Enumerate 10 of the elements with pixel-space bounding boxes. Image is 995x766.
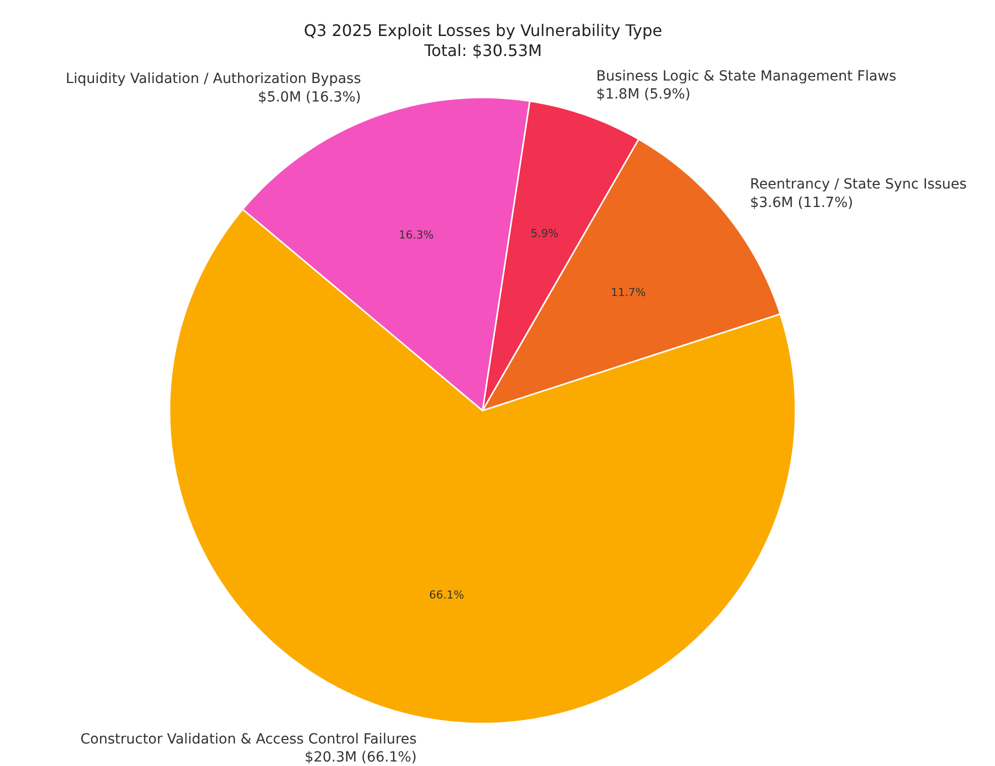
data-label: 11.7% xyxy=(610,286,646,299)
slice-label: Business Logic & State Management Flaws $1.8M (5.9%) xyxy=(596,68,896,103)
data-label: 5.9% xyxy=(530,226,559,240)
slice-label: Reentrancy / State Sync Issues $3.6M (11.7%) xyxy=(750,176,967,211)
data-label: 66.1% xyxy=(429,588,464,602)
chart-subtitle: Total: $30.53M xyxy=(423,41,542,60)
data-label: 16.3% xyxy=(398,228,434,242)
slice-label: Liquidity Validation / Authorization Bypass $5.0M (16.3%) xyxy=(66,71,362,106)
chart-title: Q3 2025 Exploit Losses by Vulnerability Type xyxy=(304,21,662,40)
slice-label: Constructor Validation & Access Control Failures $20.3M (66.1%) xyxy=(80,731,417,766)
